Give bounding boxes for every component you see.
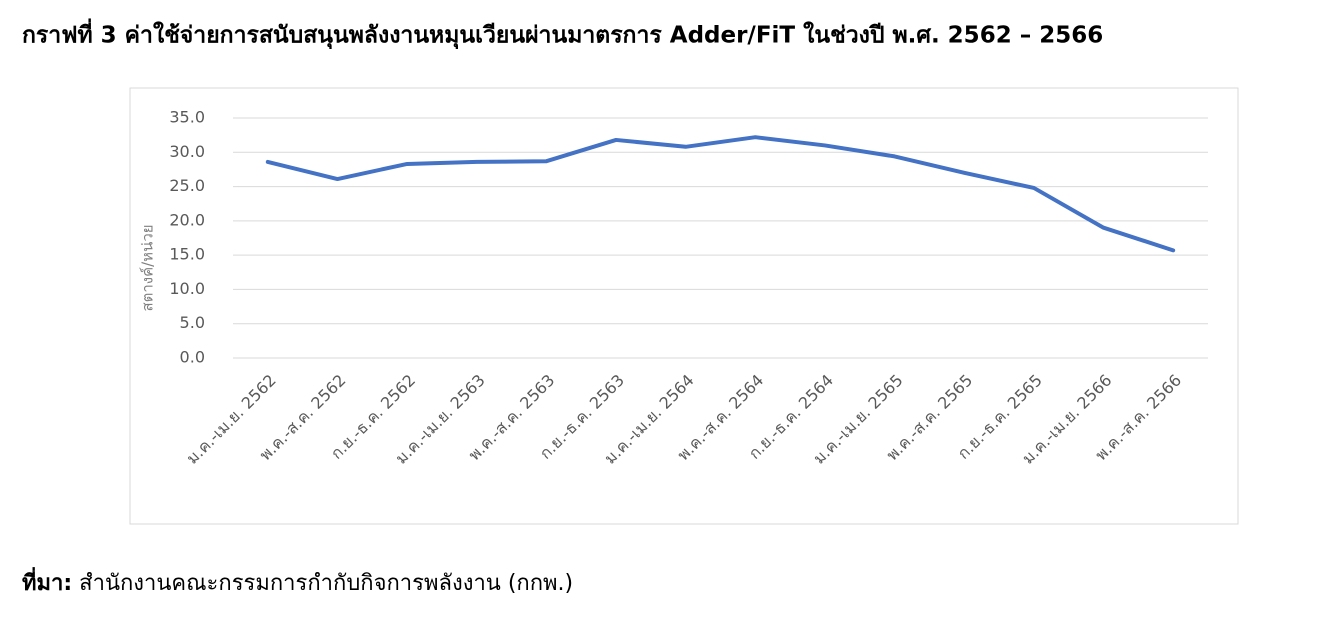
y-tick-label: 10.0 [169, 279, 205, 298]
y-tick-label: 25.0 [169, 176, 205, 195]
y-tick-label: 30.0 [169, 142, 205, 161]
y-tick-label: 5.0 [180, 313, 205, 332]
y-tick-label: 35.0 [169, 108, 205, 127]
source-label: ที่มา: [22, 566, 72, 596]
data-line [265, 135, 1176, 253]
y-tick-label: 15.0 [169, 245, 205, 264]
source: ที่มา: สำนักงานคณะกรรมการกำกับกิจการพลัง… [22, 566, 573, 596]
y-axis-label: สตางค์/หน่วย [139, 224, 157, 311]
chart-frame [129, 87, 1239, 525]
chart-title: กราฟที่ 3 ค่าใช้จ่ายการสนับสนุนพลังงานหม… [22, 18, 1103, 50]
y-tick-label: 20.0 [169, 210, 205, 229]
y-tick-label: 0.0 [180, 348, 205, 367]
source-text: สำนักงานคณะกรรมการกำกับกิจการพลังงาน (กก… [79, 571, 573, 596]
